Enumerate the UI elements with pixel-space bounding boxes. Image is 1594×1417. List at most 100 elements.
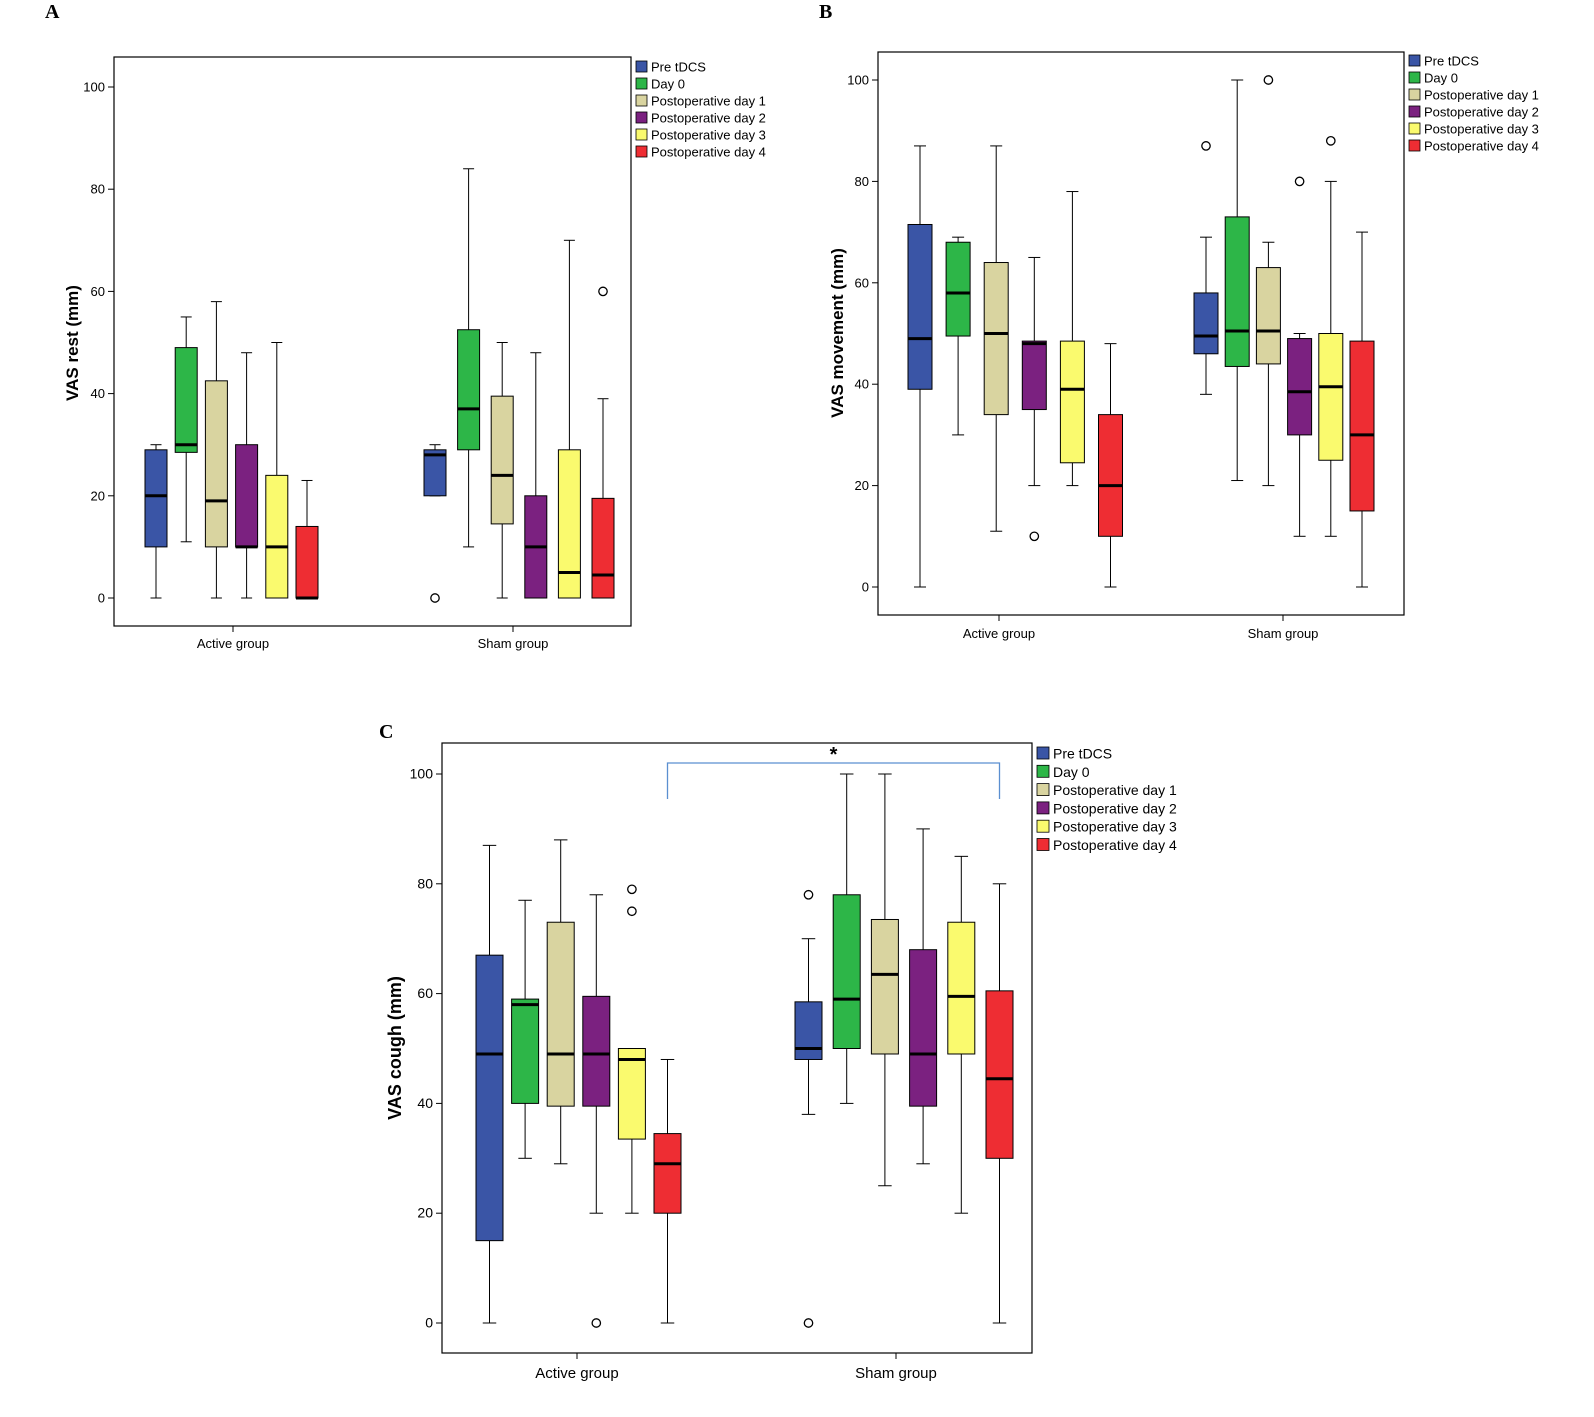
panel-c-y-axis-title: VAS cough (mm) [385, 976, 405, 1120]
panel-b-plot-frame [877, 51, 1405, 616]
legend-swatch-pre-tdcs [1036, 746, 1050, 760]
panel-a-label: A [45, 1, 60, 23]
panel-c-chart: C 0 20 40 60 80 100 VAS cough (mm) Active group S… [379, 721, 1177, 1382]
legend-label-day-0: Day 0 [651, 77, 685, 92]
outlier-point [1029, 531, 1040, 542]
legend-label-postop-day-4: Postoperative day 4 [1053, 837, 1177, 853]
panel-a-y-axis-title: VAS rest (mm) [63, 285, 82, 401]
iqr-box [945, 241, 971, 337]
panel-b-ytick-label: 40 [855, 377, 869, 392]
legend-swatch-postop-day-4 [1408, 139, 1421, 152]
panel-b-box-postop-day-1-active [983, 145, 1009, 532]
panel-b-category-label: Active group [963, 626, 1035, 641]
legend-label-postop-day-1: Postoperative day 1 [1424, 88, 1539, 103]
panel-c-ytick-label: 20 [417, 1205, 433, 1221]
iqr-box [1255, 267, 1281, 365]
panel-b-legend: Pre tDCS Day 0 Postoperative day 1 Postoper… [1408, 54, 1539, 154]
panel-c-box-postop-day-4-sham [985, 883, 1014, 1324]
legend-label-postop-day-1: Postoperative day 1 [1053, 782, 1177, 798]
panel-b-box-postop-day-1-sham [1255, 75, 1281, 487]
legend-label-postop-day-3: Postoperative day 3 [1053, 819, 1177, 835]
panel-b-category-label: Sham group [1248, 626, 1319, 641]
legend-swatch-postop-day-3 [1408, 122, 1421, 135]
iqr-box [265, 474, 289, 599]
iqr-box [204, 380, 228, 548]
legend-swatch-postop-day-4 [1036, 838, 1050, 851]
panel-a-box-postop-day-4-active [295, 479, 319, 600]
panel-b-box-postop-day-4-sham [1349, 231, 1375, 588]
outlier-point [1201, 141, 1211, 151]
panel-a-box-postop-day-2-active [235, 352, 259, 599]
panel-b-ytick-label: 80 [855, 174, 869, 189]
legend-label-pre-tdcs: Pre tDCS [1424, 54, 1479, 69]
panel-a-box-day-0-sham [457, 168, 481, 548]
iqr-box [909, 949, 938, 1107]
legend-swatch-postop-day-4 [635, 145, 648, 158]
panel-a-box-postop-day-3-active [265, 342, 289, 599]
panel-a-plot-frame [113, 56, 632, 627]
iqr-box [1224, 216, 1250, 367]
iqr-box [832, 894, 861, 1050]
iqr-box [1287, 338, 1313, 436]
panel-c-ytick-label: 100 [410, 766, 434, 782]
panel-c-box-postop-day-2-sham [909, 828, 938, 1165]
panel-a-legend: Pre tDCS Day 0 Postoperative day 1 Postoper… [635, 60, 766, 160]
panel-c-box-pre-tdcs-sham [794, 889, 823, 1328]
panel-c-ytick-label: 0 [425, 1315, 433, 1331]
panel-b-box-day-0-active [945, 236, 971, 436]
legend-swatch-day-0 [635, 77, 648, 90]
legend-label-postop-day-2: Postoperative day 2 [651, 111, 766, 126]
panel-a-category-label: Sham group [478, 636, 549, 651]
panel-a-box-pre-tdcs-sham [423, 444, 447, 603]
outlier-point [430, 593, 440, 603]
panel-a-box-postop-day-1-sham [490, 342, 514, 599]
panel-b-box-postop-day-2-active [1021, 256, 1047, 542]
legend-label-postop-day-2: Postoperative day 2 [1053, 800, 1177, 816]
panel-a-box-postop-day-1-active [204, 301, 228, 599]
iqr-box [1318, 333, 1344, 461]
iqr-box [511, 998, 540, 1104]
panel-b-ytick-label: 60 [855, 275, 869, 290]
legend-swatch-postop-day-2 [1408, 105, 1421, 118]
panel-b-box-postop-day-4-active [1098, 343, 1123, 588]
legend-label-pre-tdcs: Pre tDCS [651, 60, 706, 75]
legend-label-postop-day-4: Postoperative day 4 [1424, 139, 1539, 154]
panel-c-ytick-label: 60 [417, 985, 433, 1001]
legend-swatch-pre-tdcs [1408, 54, 1421, 67]
panel-b-ytick-label: 20 [855, 478, 869, 493]
legend-label-pre-tdcs: Pre tDCS [1053, 746, 1112, 762]
panel-c-box-day-0-active [511, 899, 540, 1159]
panel-a-box-pre-tdcs-active [144, 444, 168, 599]
iqr-box [457, 329, 481, 451]
panel-c-box-postop-day-2-active [582, 894, 611, 1328]
panel-a-ytick-label: 20 [91, 488, 105, 503]
panel-a-ytick-label: 40 [91, 386, 105, 401]
legend-label-postop-day-3: Postoperative day 3 [1424, 122, 1539, 137]
iqr-box [490, 395, 514, 525]
iqr-box [617, 1048, 646, 1140]
iqr-box [546, 921, 575, 1107]
outlier-point [1325, 135, 1336, 146]
panel-a-box-postop-day-2-sham [524, 352, 548, 599]
panel-b-y-axis-title: VAS movement (mm) [828, 248, 847, 418]
iqr-box [947, 921, 976, 1055]
panel-b-box-pre-tdcs-active [907, 145, 933, 588]
panel-a-ytick-label: 0 [98, 591, 105, 606]
panel-c-legend: Pre tDCS Day 0 Postoperative day 1 Postoper… [1036, 746, 1177, 853]
panel-b-box-postop-day-3-sham [1318, 135, 1344, 537]
panel-a-ytick-label: 100 [83, 80, 105, 95]
iqr-box [174, 347, 198, 453]
panel-b-label: B [819, 1, 832, 23]
iqr-box [557, 449, 581, 599]
iqr-box [985, 990, 1014, 1159]
outlier-point [598, 286, 608, 297]
iqr-box [144, 449, 168, 548]
panel-b-box-pre-tdcs-sham [1193, 141, 1219, 395]
panel-c-significance-bracket: * [666, 744, 1001, 799]
iqr-box [295, 525, 319, 599]
legend-swatch-postop-day-3 [635, 128, 648, 141]
iqr-box [475, 954, 504, 1242]
outlier-point [803, 1318, 814, 1328]
legend-swatch-day-0 [1036, 764, 1050, 778]
panel-b-box-postop-day-2-sham [1287, 176, 1313, 537]
